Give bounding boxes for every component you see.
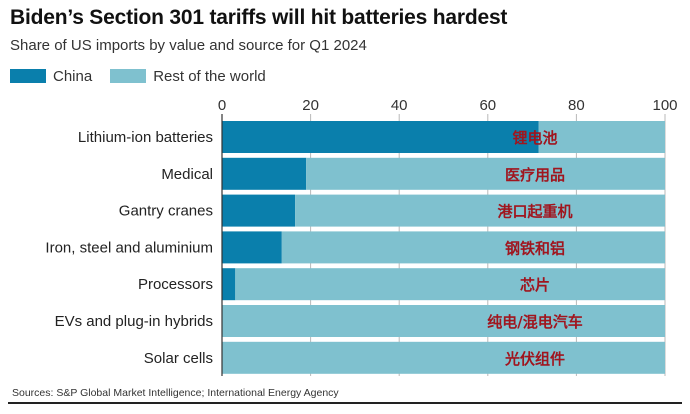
legend-swatch-rest xyxy=(110,69,147,83)
x-tick-label: 20 xyxy=(302,97,319,114)
x-tick-label: 100 xyxy=(652,97,677,114)
chinese-annotation: 医疗用品 xyxy=(505,166,565,184)
chinese-annotation: 纯电/混电汽车 xyxy=(487,313,582,331)
bar-rest-of-world xyxy=(281,231,665,264)
chart-title: Biden’s Section 301 tariffs will hit bat… xyxy=(10,6,508,29)
chart-subtitle: Share of US imports by value and source … xyxy=(10,37,367,54)
legend-item-china: China xyxy=(10,68,92,85)
category-label: Solar cells xyxy=(144,350,213,367)
legend-label-rest: Rest of the world xyxy=(153,67,266,85)
bottom-rule xyxy=(8,402,682,404)
source-note: Sources: S&P Global Market Intelligence;… xyxy=(12,387,339,399)
bar-china xyxy=(222,121,539,153)
chinese-annotation: 钢铁和铝 xyxy=(505,239,565,257)
bar-rest-of-world xyxy=(538,121,665,153)
chinese-annotation: 锂电池 xyxy=(512,129,557,147)
legend-item-rest: Rest of the world xyxy=(110,68,266,85)
category-label: Medical xyxy=(161,166,213,183)
x-tick-label: 40 xyxy=(391,97,408,114)
x-tick-label: 60 xyxy=(479,97,496,114)
bar-china xyxy=(222,231,282,264)
bar-rest-of-world xyxy=(222,305,665,337)
chinese-annotation: 光伏组件 xyxy=(504,350,565,368)
bar-china xyxy=(222,157,307,190)
legend-swatch-china xyxy=(10,69,46,83)
category-label: Processors xyxy=(138,276,213,293)
bar-china xyxy=(222,268,236,301)
category-label: Iron, steel and aluminium xyxy=(45,239,213,256)
chinese-annotation: 芯片 xyxy=(520,276,550,294)
legend-label-china: China xyxy=(53,67,93,85)
legend: China Rest of the world xyxy=(10,66,284,86)
bar-rest-of-world xyxy=(306,157,665,190)
bar-rest-of-world xyxy=(222,341,665,374)
x-tick-label: 0 xyxy=(218,97,226,114)
bar-rest-of-world xyxy=(295,194,665,227)
x-tick-label: 80 xyxy=(568,97,585,114)
category-label: Gantry cranes xyxy=(119,203,213,220)
category-label: EVs and plug-in hybrids xyxy=(55,313,213,330)
chinese-annotation: 港口起重机 xyxy=(497,203,572,221)
bar-china xyxy=(222,194,296,227)
category-label: Lithium-ion batteries xyxy=(78,129,213,146)
bar-rest-of-world xyxy=(235,268,666,301)
